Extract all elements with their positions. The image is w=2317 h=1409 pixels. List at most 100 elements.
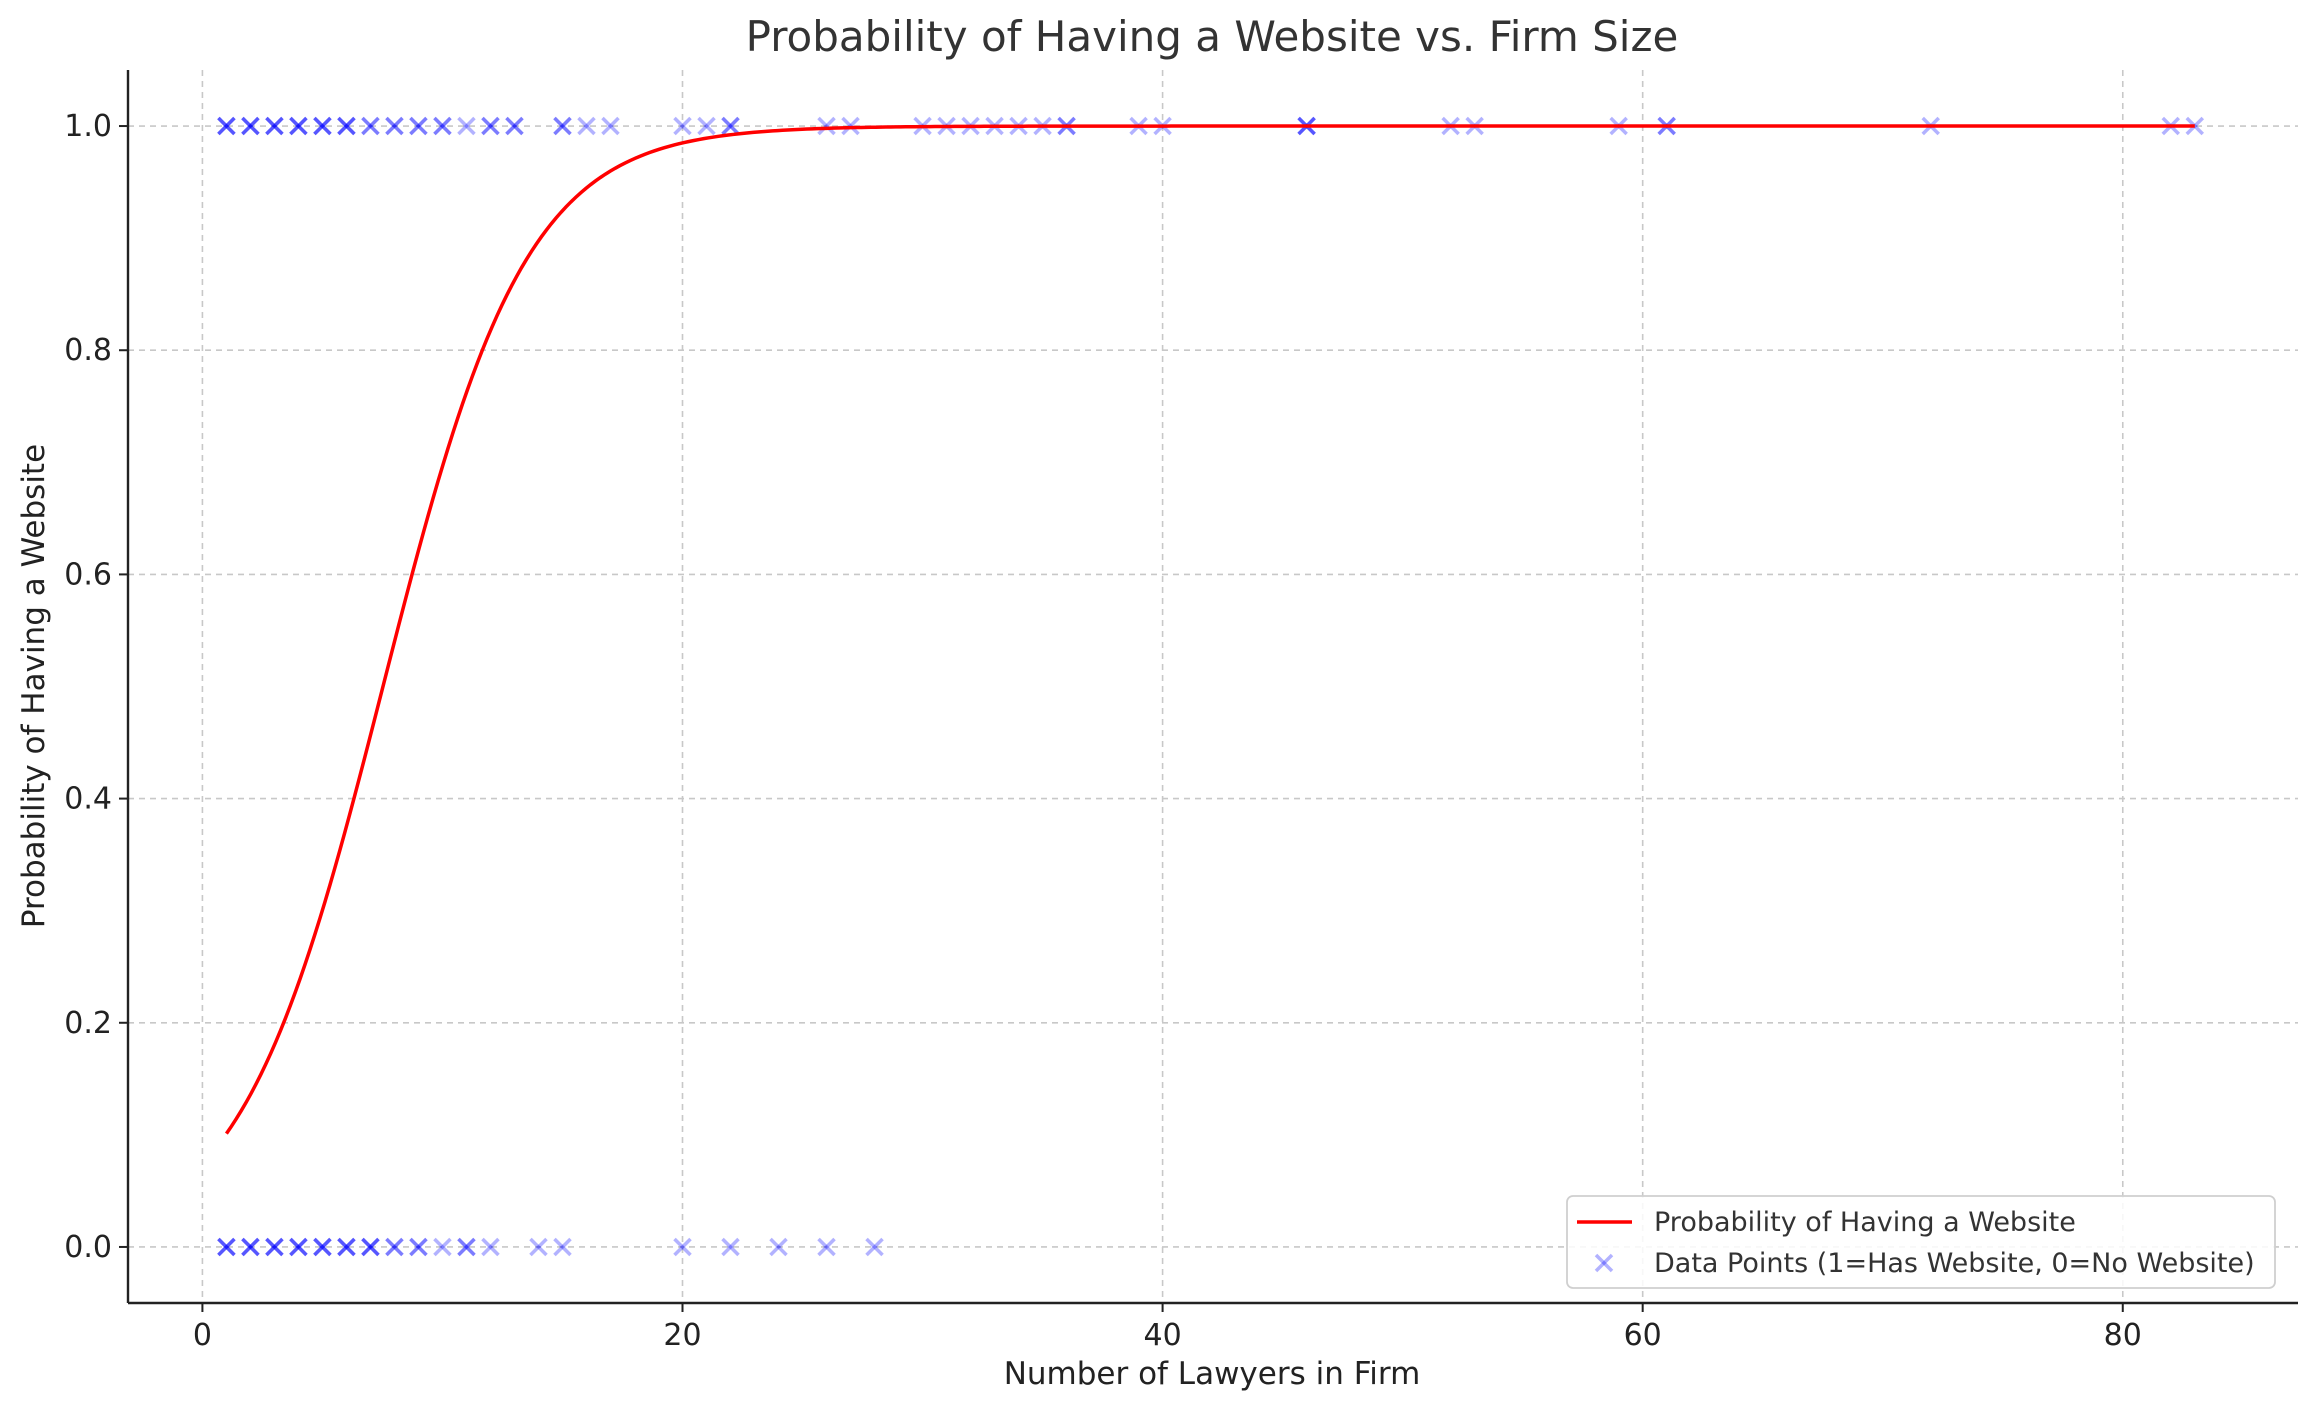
data-point-marker (433, 116, 452, 136)
data-point-marker (673, 116, 692, 136)
data-point-marker (553, 1237, 572, 1257)
data-point-marker (289, 1237, 308, 1257)
data-point-marker (697, 116, 716, 136)
data-point-marker (553, 116, 572, 136)
probability-curve (224, 124, 2195, 1135)
data-point-marker (265, 1237, 284, 1257)
chart-title: Probability of Having a Website vs. Firm… (746, 12, 1679, 61)
data-point-marker (289, 116, 308, 136)
data-point-marker (289, 1237, 308, 1257)
data-point-marker (337, 116, 356, 136)
data-point-marker (865, 1237, 884, 1257)
data-point-marker (241, 1237, 260, 1257)
data-point-marker (241, 1237, 260, 1257)
data-point-marker (409, 1237, 428, 1257)
data-point-marker (313, 1237, 332, 1257)
data-point-marker (241, 116, 260, 136)
legend-label-points: Data Points (1=Has Website, 0=No Website… (1654, 1248, 2255, 1279)
x-tick-label: 0 (193, 1318, 212, 1353)
data-point-marker (673, 1237, 692, 1257)
data-point-marker (385, 116, 404, 136)
x-tick-label: 80 (2104, 1318, 2142, 1353)
data-point-marker (217, 1237, 236, 1257)
data-point-marker (313, 1237, 332, 1257)
data-point-marker (409, 116, 428, 136)
data-point-marker (313, 116, 332, 136)
data-point-marker (433, 116, 452, 136)
data-point-marker (721, 116, 740, 136)
data-point-marker (265, 1237, 284, 1257)
data-point-marker (385, 1237, 404, 1257)
x-axis-label: Number of Lawyers in Firm (1004, 1356, 1421, 1392)
y-tick-label: 1.0 (64, 109, 112, 144)
data-point-marker (313, 116, 332, 136)
data-point-marker (505, 116, 524, 136)
data-point-marker (457, 1237, 476, 1257)
data-point-marker (217, 116, 236, 136)
y-tick-label: 0.4 (64, 782, 112, 817)
y-tick-label: 0.8 (64, 333, 112, 368)
data-point-marker (601, 116, 620, 136)
y-tick-label: 0.6 (64, 557, 112, 592)
data-point-marker (577, 116, 596, 136)
data-point-marker (361, 1237, 380, 1257)
data-point-marker (217, 116, 236, 136)
data-point-marker (457, 116, 476, 136)
data-point-marker (385, 116, 404, 136)
data-point-marker (289, 116, 308, 136)
data-point-marker (337, 1237, 356, 1257)
data-point-marker (217, 116, 236, 136)
axes (126, 70, 2298, 1305)
legend-box (1566, 1195, 2276, 1289)
data-point-marker (337, 1237, 356, 1257)
legend: Probability of Having a Website Data Poi… (1566, 1195, 2276, 1289)
data-point-marker (721, 1237, 740, 1257)
data-point-marker (769, 1237, 788, 1257)
data-point-marker (361, 1237, 380, 1257)
data-point-marker (481, 116, 500, 136)
data-point-marker (817, 1237, 836, 1257)
y-tick-label: 0.2 (64, 1006, 112, 1041)
data-point-marker (361, 116, 380, 136)
data-point-marker (265, 116, 284, 136)
data-points (217, 116, 2205, 1257)
data-point-marker (433, 1237, 452, 1257)
x-tick-label: 60 (1624, 1318, 1662, 1353)
data-point-marker (361, 116, 380, 136)
data-point-marker (529, 1237, 548, 1257)
data-point-marker (505, 116, 524, 136)
data-point-marker (289, 1237, 308, 1257)
data-point-marker (217, 1237, 236, 1257)
data-point-marker (265, 116, 284, 136)
probability-curve-line (224, 124, 2195, 1135)
data-point-marker (553, 116, 572, 136)
data-point-marker (241, 116, 260, 136)
data-point-marker (481, 1237, 500, 1257)
data-point-marker (481, 116, 500, 136)
data-point-marker (409, 1237, 428, 1257)
data-point-marker (265, 1237, 284, 1257)
data-point-marker (337, 1237, 356, 1257)
data-point-marker (217, 1237, 236, 1257)
data-point-marker (337, 116, 356, 136)
data-point-marker (241, 116, 260, 136)
data-point-marker (265, 116, 284, 136)
data-point-marker (313, 116, 332, 136)
grid-lines (128, 70, 2298, 1303)
y-axis-label: Probability of Having a Website (16, 444, 52, 928)
data-point-marker (241, 1237, 260, 1257)
x-tick-label: 40 (1143, 1318, 1181, 1353)
data-point-marker (313, 1237, 332, 1257)
data-point-marker (457, 1237, 476, 1257)
legend-label-curve: Probability of Having a Website (1654, 1207, 2076, 1238)
y-tick-label: 0.0 (64, 1230, 112, 1265)
legend-x-marker-icon (1594, 1253, 1614, 1273)
x-tick-label: 20 (663, 1318, 701, 1353)
data-point-marker (385, 1237, 404, 1257)
data-point-marker (817, 116, 836, 136)
data-point-marker (289, 116, 308, 136)
data-point-marker (361, 1237, 380, 1257)
data-point-marker (409, 116, 428, 136)
